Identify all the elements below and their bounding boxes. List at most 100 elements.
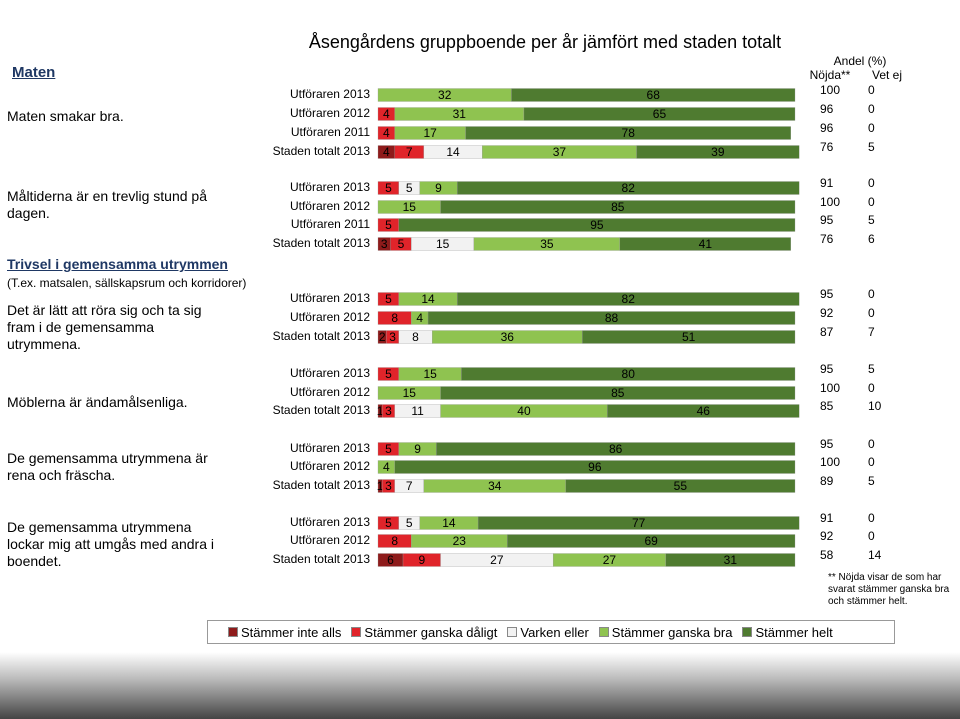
bar-value-label: 15 [403, 200, 417, 214]
bar-value-label: 46 [697, 404, 711, 418]
bar-segment [457, 292, 800, 306]
unknown-value: 7 [868, 325, 875, 339]
header-share: Andel (%) [833, 54, 887, 68]
satisfied-value: 92 [820, 306, 834, 320]
bar-value-label: 15 [436, 237, 450, 251]
legend: Stämmer inte alls Stämmer ganska dåligt Va… [207, 620, 895, 644]
unknown-value: 0 [868, 176, 875, 190]
bar-segment [398, 218, 796, 232]
bar-value-label: 9 [414, 442, 421, 456]
bar-value-label: 55 [674, 479, 688, 493]
row-label: Utföraren 2012 [290, 199, 370, 213]
row-label: Utföraren 2012 [290, 106, 370, 120]
bar-value-label: 31 [724, 553, 738, 567]
bar-value-label: 65 [653, 107, 667, 121]
unknown-value: 5 [868, 213, 875, 227]
bar-value-label: 14 [446, 145, 460, 159]
bar-value-label: 1 [377, 479, 384, 493]
row-label: Utföraren 2011 [291, 125, 370, 139]
bar-segment [427, 311, 796, 325]
bar-value-label: 39 [711, 145, 725, 159]
bar-segment [394, 460, 796, 474]
row-label: Utföraren 2013 [290, 515, 370, 529]
bar-value-label: 6 [387, 553, 394, 567]
row-label: Utföraren 2012 [290, 310, 370, 324]
bar-value-label: 78 [622, 126, 636, 140]
satisfied-value: 100 [820, 381, 840, 395]
unknown-value: 0 [868, 102, 875, 116]
title: Åsengårdens gruppboende per år jämfört m… [308, 32, 782, 52]
bar-segment [665, 553, 796, 567]
satisfied-value: 100 [820, 455, 840, 469]
bar-value-label: 96 [588, 460, 602, 474]
bar-segment [440, 386, 796, 400]
bar-value-label: 4 [383, 460, 390, 474]
legend-label: Stämmer helt [755, 624, 833, 640]
bar-value-label: 8 [412, 330, 419, 344]
group-label: Möblerna är ändamålsenliga. [7, 394, 188, 410]
bar-value-label: 51 [682, 330, 696, 344]
bar-value-label: 5 [385, 181, 392, 195]
group-label: Måltiderna är en trevlig stund på dagen. [7, 188, 207, 221]
group-label: Det är lätt att röra sig och ta sig fram… [7, 302, 202, 352]
satisfied-value: 92 [820, 529, 834, 543]
legend-label: Stämmer ganska bra [611, 624, 733, 640]
bar-value-label: 23 [453, 534, 467, 548]
bar-value-label: 68 [647, 88, 661, 102]
satisfied-value: 95 [820, 287, 834, 301]
bar-value-label: 27 [490, 553, 504, 567]
bar-value-label: 4 [383, 145, 390, 159]
row-label: Utföraren 2013 [290, 441, 370, 455]
row-label: Utföraren 2012 [290, 385, 370, 399]
satisfied-value: 96 [820, 102, 834, 116]
bar-segment [565, 479, 796, 493]
bar-segment [461, 367, 796, 381]
group-label: De gemensamma utrymmena är rena och fräs… [7, 450, 208, 483]
satisfied-value: 58 [820, 548, 834, 562]
group-label: De gemensamma utrymmena lockar mig att u… [7, 519, 214, 569]
bar-value-label: 3 [385, 479, 392, 493]
bar-value-label: 8 [391, 534, 398, 548]
legend-swatch [598, 626, 609, 637]
bar-segment [582, 330, 796, 344]
bar-value-label: 95 [590, 218, 604, 232]
bar-value-label: 27 [603, 553, 617, 567]
footnote: ** Nöjda visar de som har svarat stämmer… [828, 572, 950, 607]
bar-value-label: 82 [622, 292, 636, 306]
satisfied-value: 76 [820, 232, 834, 246]
bar-value-label: 3 [389, 330, 396, 344]
legend-label: Varken eller [520, 624, 589, 640]
satisfied-value: 100 [820, 83, 840, 97]
unknown-value: 0 [868, 287, 875, 301]
bar-segment [619, 237, 791, 251]
legend-swatch [507, 626, 518, 637]
bar-value-label: 31 [453, 107, 467, 121]
row-label: Staden totalt 2013 [273, 552, 371, 566]
legend-swatch [351, 626, 362, 637]
unknown-value: 0 [868, 121, 875, 135]
bar-value-label: 34 [488, 479, 502, 493]
bar-value-label: 4 [383, 126, 390, 140]
bar-value-label: 4 [416, 311, 423, 325]
header-satisfied: Nöjda** [809, 68, 851, 82]
unknown-value: 0 [868, 511, 875, 525]
bar-value-label: 5 [406, 181, 413, 195]
bar-value-label: 17 [423, 126, 437, 140]
legend-item: Stämmer inte alls [228, 625, 341, 640]
bar-segment [457, 181, 800, 195]
bar-value-label: 1 [377, 404, 384, 418]
bar-segment [477, 516, 800, 530]
unknown-value: 0 [868, 381, 875, 395]
bar-value-label: 7 [406, 479, 413, 493]
bar-segment [511, 88, 796, 102]
unknown-value: 5 [868, 362, 875, 376]
bar-value-label: 37 [553, 145, 567, 159]
bar-value-label: 82 [622, 181, 636, 195]
satisfied-value: 85 [820, 399, 834, 413]
bar-value-label: 7 [406, 145, 413, 159]
bar-value-label: 9 [435, 181, 442, 195]
bar-value-label: 14 [421, 292, 435, 306]
bar-value-label: 9 [418, 553, 425, 567]
row-label: Utföraren 2013 [290, 87, 370, 101]
bar-value-label: 5 [385, 367, 392, 381]
